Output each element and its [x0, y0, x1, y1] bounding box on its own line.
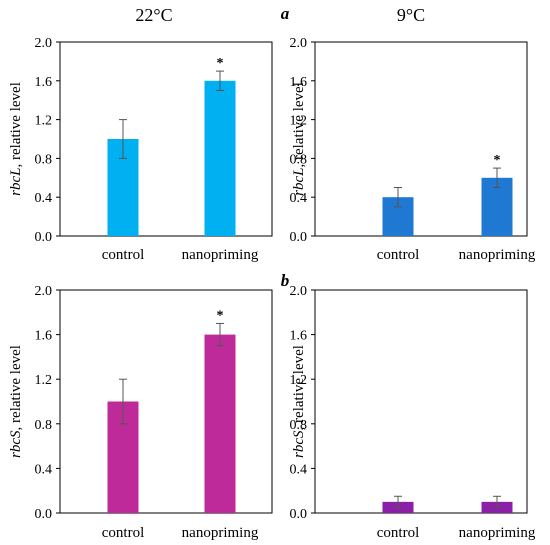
- y-tick-label: 0.8: [290, 418, 308, 433]
- y-tick-label: 0.4: [35, 191, 53, 206]
- y-axis-label-rest: , relative level: [291, 345, 307, 430]
- bar-nanopriming: [204, 334, 236, 513]
- bar-nanopriming: [204, 80, 236, 236]
- title-22c: 22°C: [135, 5, 172, 25]
- chart-rbcs-22c: 0.0 0.4 0.8 1.2 1.6 2.0 rbcS, relative level co…: [8, 284, 273, 541]
- plot-frame: [59, 41, 273, 237]
- y-tick-label: 1.6: [35, 75, 53, 90]
- significance-marker: *: [217, 56, 224, 71]
- y-tick-label: 1.2: [290, 373, 308, 388]
- y-tick-label: 0.4: [290, 191, 308, 206]
- y-axis-gene: rbcL: [291, 168, 307, 196]
- x-category-label: control: [102, 247, 145, 263]
- y-axis-label-rest: , relative level: [8, 82, 24, 167]
- title-9c: 9°C: [397, 5, 425, 25]
- y-tick-label: 2.0: [290, 284, 308, 299]
- y-axis-label: rbcS, relative level: [8, 345, 24, 458]
- panel-label-b: b: [281, 271, 290, 290]
- y-axis-label: rbcL, relative level: [8, 82, 24, 196]
- x-category-label: control: [377, 525, 420, 541]
- y-axis-gene: rbcS: [291, 430, 307, 458]
- y-tick-label: 0.4: [35, 462, 53, 477]
- y-tick-label: 1.2: [35, 373, 53, 388]
- x-category-label: nanopriming: [459, 247, 536, 263]
- y-tick-label: 1.2: [290, 114, 308, 129]
- x-category-label: nanopriming: [182, 525, 259, 541]
- y-tick-label: 1.6: [290, 329, 308, 344]
- y-tick-label: 1.6: [290, 75, 308, 90]
- chart-rbcs-9c: 0.0 0.4 0.8 1.2 1.6 2.0 rbcS, relative level co…: [290, 284, 536, 541]
- y-axis-label-rest: , relative level: [291, 82, 307, 167]
- plot-frame: [59, 289, 273, 514]
- y-tick-label: 2.0: [290, 36, 308, 51]
- y-axis-gene: rbcL: [8, 168, 24, 196]
- significance-marker: *: [494, 153, 501, 168]
- y-tick-label: 2.0: [35, 284, 53, 299]
- x-category-label: control: [102, 525, 145, 541]
- y-tick-label: 0.0: [35, 507, 53, 522]
- y-tick-label: 0.8: [35, 418, 53, 433]
- y-tick-label: 2.0: [35, 36, 53, 51]
- y-tick-label: 1.6: [35, 329, 53, 344]
- y-tick-label: 0.4: [290, 462, 308, 477]
- y-tick-label: 0.0: [290, 507, 308, 522]
- y-axis-label-rest: , relative level: [8, 345, 24, 430]
- x-category-label: control: [377, 247, 420, 263]
- x-category-label: nanopriming: [182, 247, 259, 263]
- chart-rbcl-22c: 0.0 0.4 0.8 1.2 1.6 2.0 rbcL, relative level co…: [8, 36, 273, 263]
- y-tick-label: 1.2: [35, 114, 53, 129]
- significance-marker: *: [217, 308, 224, 323]
- y-axis-label: rbcS, relative level: [291, 345, 307, 458]
- y-axis-gene: rbcS: [8, 430, 24, 458]
- plot-frame: [314, 289, 528, 514]
- y-tick-label: 0.8: [35, 152, 53, 167]
- y-tick-label: 0.0: [35, 230, 53, 245]
- panel-label-a: a: [281, 4, 290, 23]
- chart-rbcl-9c: 0.0 0.4 0.8 1.2 1.6 2.0 rbcL, relative level co…: [290, 36, 536, 263]
- plot-frame: [314, 41, 528, 237]
- y-tick-label: 0.8: [290, 152, 308, 167]
- y-axis-label: rbcL, relative level: [291, 82, 307, 196]
- x-category-label: nanopriming: [459, 525, 536, 541]
- y-tick-label: 0.0: [290, 230, 308, 245]
